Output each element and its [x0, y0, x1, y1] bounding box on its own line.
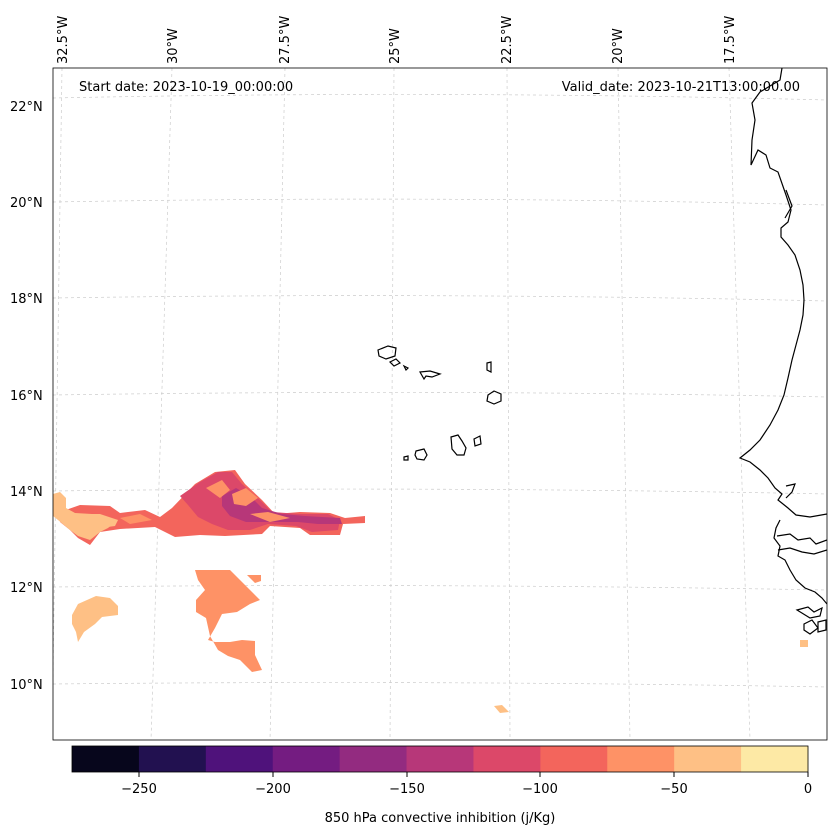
- cin-dot: [800, 640, 808, 647]
- island-santo-antao: [377, 345, 397, 360]
- island-boa-vista: [486, 390, 502, 405]
- colorbar-tick-label: −200: [255, 782, 291, 797]
- cin-patch: [232, 488, 258, 506]
- island-santiago: [450, 434, 467, 456]
- lon-label: 25°W: [388, 28, 403, 64]
- colorbar-segment: [473, 746, 541, 772]
- lon-label: 27.5°W: [278, 16, 293, 64]
- africa-estuary: [785, 483, 796, 499]
- start-date-label: Start date: 2023-10-19_00:00:00: [79, 80, 293, 95]
- lon-label: 32.5°W: [56, 16, 71, 64]
- colorbar-segment: [674, 746, 742, 772]
- colorbar-segment: [540, 746, 608, 772]
- gridlines: [53, 68, 827, 740]
- colorbar: [72, 746, 809, 772]
- colorbar-segment: [72, 746, 140, 772]
- lat-label: 20°N: [10, 196, 43, 211]
- map-area: [53, 68, 827, 740]
- colorbar-segment: [339, 746, 408, 772]
- lat-label: 16°N: [10, 389, 43, 404]
- cin-southwest-pale: [72, 596, 118, 642]
- africa-coastline-south: [773, 519, 827, 605]
- colorbar-tick-label: −100: [522, 782, 558, 797]
- cin-west-pale-2: [85, 514, 118, 528]
- colorbar-segment: [138, 746, 207, 772]
- colorbar-tick-label: −50: [660, 782, 687, 797]
- lat-label: 10°N: [10, 678, 43, 693]
- cin-west-pale: [53, 492, 118, 540]
- island-sao-vicente: [388, 358, 402, 367]
- colorbar-segment: [205, 746, 274, 772]
- bissagos: [795, 606, 823, 619]
- lat-label: 14°N: [10, 485, 43, 500]
- colorbar-segment: [741, 746, 809, 772]
- cin-south-blob-small: [247, 575, 261, 583]
- colorbar-segment: [607, 746, 675, 772]
- lon-label: 30°W: [166, 28, 181, 64]
- colorbar-frame: [71, 745, 809, 773]
- cin-patch: [206, 480, 230, 498]
- lon-label: 20°W: [611, 28, 626, 64]
- longitude-labels: 32.5°W 30°W 27.5°W 25°W 22.5°W 20°W 17.5…: [56, 16, 738, 64]
- africa-coastline: [738, 68, 827, 518]
- lat-label: 12°N: [10, 581, 43, 596]
- africa-estuary: [784, 189, 793, 219]
- island-maio: [473, 435, 482, 447]
- africa-estuary: [777, 547, 827, 555]
- colorbar-title: 850 hPa convective inhibition (j/Kg): [325, 811, 556, 826]
- map-frame: [52, 67, 828, 741]
- island-fogo: [414, 448, 428, 461]
- island-brava: [403, 455, 409, 461]
- cin-band-core-strong: [222, 488, 342, 524]
- cin-patch: [250, 512, 290, 522]
- lon-label: 22.5°W: [500, 16, 515, 64]
- africa-estuary: [776, 533, 827, 545]
- colorbar-segment: [272, 746, 341, 772]
- island-sal: [486, 361, 492, 373]
- colorbar-tick-label: 0: [804, 782, 812, 797]
- lon-label: 17.5°W: [723, 16, 738, 64]
- coastlines: [377, 68, 827, 635]
- island-sao-nicolau: [419, 370, 442, 381]
- lat-label: 18°N: [10, 292, 43, 307]
- colorbar-tick-label: −150: [389, 782, 425, 797]
- bissagos: [817, 619, 827, 633]
- cin-south-blob: [195, 570, 262, 672]
- valid-date-label: Valid_date: 2023-10-21T13:00:00.00: [562, 80, 800, 95]
- cin-contour-fills: [53, 470, 808, 713]
- colorbar-ticks: −250 −200 −150 −100 −50 0: [121, 772, 812, 797]
- bissagos: [803, 619, 819, 635]
- colorbar-tick-label: −250: [121, 782, 157, 797]
- colorbar-segment: [406, 746, 474, 772]
- latitude-labels: 22°N 20°N 18°N 16°N 14°N 12°N 10°N: [10, 100, 43, 693]
- lat-label: 22°N: [10, 100, 43, 115]
- cin-dot: [494, 705, 509, 713]
- cin-patch: [120, 514, 152, 524]
- island-santa-luzia: [402, 364, 410, 372]
